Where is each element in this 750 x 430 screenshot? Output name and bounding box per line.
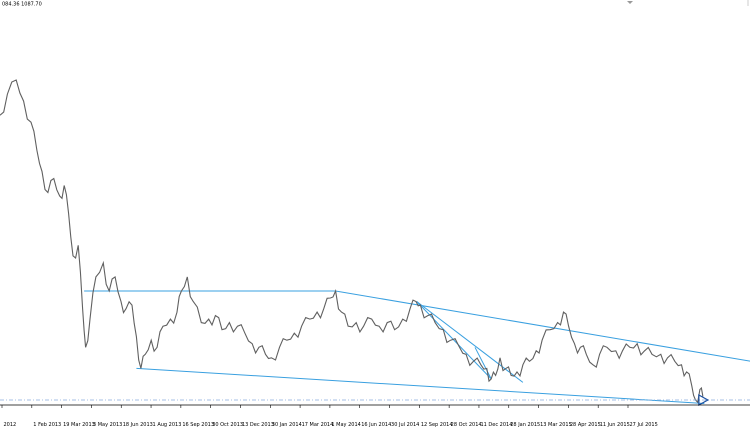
- x-tick-label: 16 Jun 2014: [361, 422, 391, 428]
- x-tick-label: 1 May 2014: [331, 422, 360, 428]
- x-tick-label: 12 Sep 2014: [421, 422, 453, 428]
- trend-line-3[interactable]: [416, 301, 492, 380]
- x-tick-label: 19 Mar 2013: [63, 422, 95, 428]
- x-tick-label: 13 Mar 2015: [540, 422, 572, 428]
- end-marker-triangle[interactable]: [698, 393, 710, 407]
- x-tick-label: 16 Sep 2013: [182, 422, 214, 428]
- trend-line-5[interactable]: [474, 347, 492, 380]
- x-tick-label: 13 Dec 2013: [242, 422, 274, 428]
- x-tick-label: 30 Jan 2014: [272, 422, 302, 428]
- x-tick-label: 18 Jun 2013: [123, 422, 153, 428]
- price-series-line: [0, 79, 704, 404]
- x-tick-label: 28 Jan 2015: [510, 422, 540, 428]
- x-tick-label: 30 Oct 2013: [212, 422, 243, 428]
- price-readout: 084.36 1087.70: [2, 2, 42, 8]
- x-tick-label: 11 Jun 2015: [600, 422, 630, 428]
- x-tick-label: 28 Oct 2014: [451, 422, 482, 428]
- chart-shift-marker-icon[interactable]: [627, 1, 633, 4]
- x-tick-label: 3 May 2013: [93, 422, 122, 428]
- marker-layer: [698, 393, 710, 407]
- x-tick-label: 2012: [4, 422, 17, 428]
- x-tick-label: 28 Apr 2015: [570, 422, 601, 428]
- price-layer: [0, 79, 704, 404]
- x-tick-label: 1 Feb 2013: [33, 422, 61, 428]
- x-tick-label: 30 Jul 2014: [391, 422, 419, 428]
- x-tick-label: 11 Dec 2014: [480, 422, 512, 428]
- trendlines-layer: [84, 290, 750, 404]
- trend-line-2[interactable]: [136, 367, 705, 404]
- x-tick-label: 1 Aug 2013: [153, 422, 182, 428]
- x-tick-label: 17 Mar 2014: [302, 422, 334, 428]
- x-tick-label: 27 Jul 2015: [630, 422, 658, 428]
